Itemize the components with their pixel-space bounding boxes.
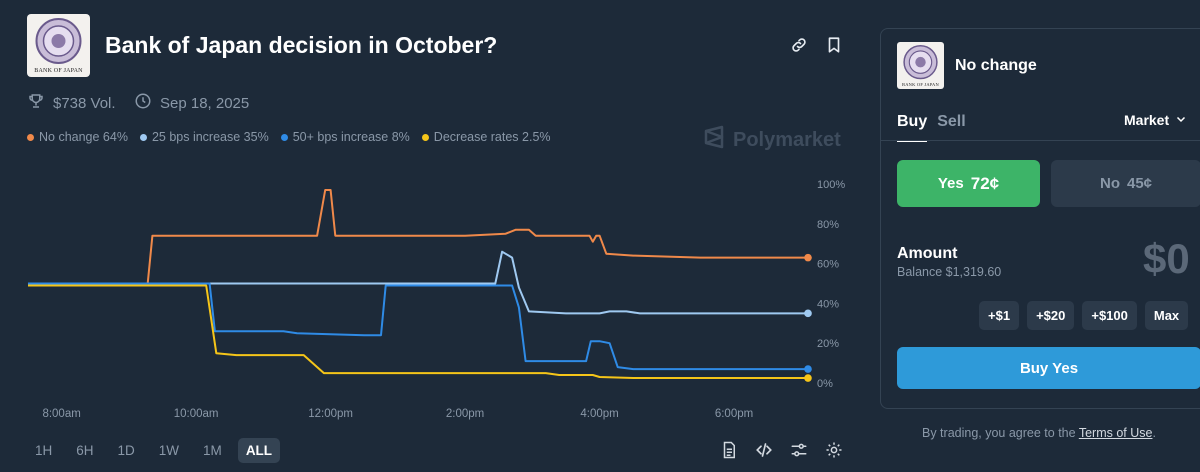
range-1d-button[interactable]: 1D bbox=[117, 443, 135, 458]
x-tick-label: 10:00am bbox=[174, 408, 219, 420]
legend-dot bbox=[421, 133, 429, 141]
chevron-down-icon bbox=[1175, 112, 1187, 128]
terms-notice: By trading, you agree to the Terms of Us… bbox=[922, 426, 1156, 440]
watermark-text: Polymarket bbox=[733, 128, 841, 151]
x-tick-label: 4:00pm bbox=[580, 408, 618, 420]
terms-suffix: . bbox=[1152, 426, 1156, 440]
max-button[interactable]: Max bbox=[1144, 301, 1189, 330]
series-line-50-bps-increase bbox=[28, 282, 808, 371]
market-logo: BANK OF JAPAN bbox=[27, 14, 90, 77]
legend-dot bbox=[280, 133, 288, 141]
bookmark-icon[interactable] bbox=[825, 36, 843, 54]
add-100-button[interactable]: +$100 bbox=[1082, 301, 1137, 330]
date-text: Sep 18, 2025 bbox=[160, 94, 250, 112]
legend-item-no-change: No change 64% bbox=[27, 130, 128, 144]
y-tick-label: 0% bbox=[817, 378, 833, 390]
y-tick-label: 40% bbox=[817, 298, 839, 310]
order-type-label: Market bbox=[1124, 112, 1170, 128]
legend-item-decrease: Decrease rates 2.5% bbox=[421, 130, 551, 144]
panel-divider bbox=[881, 140, 1200, 141]
y-tick-label: 80% bbox=[817, 219, 839, 231]
quick-amount-buttons: +$1 +$20 +$100 Max bbox=[979, 301, 1189, 330]
add-20-button[interactable]: +$20 bbox=[1027, 301, 1075, 330]
legend-item-50bps: 50+ bps increase 8% bbox=[280, 130, 410, 144]
volume-meta: $738 Vol. bbox=[27, 92, 116, 114]
no-outcome-button[interactable]: No 45¢ bbox=[1051, 160, 1200, 207]
series-end-point-1 bbox=[804, 309, 812, 318]
amount-input[interactable]: $0 bbox=[1143, 235, 1190, 282]
price-chart[interactable]: 100% 80% 60% 40% 20% 0% 8:00am 10:00am 12:00pm 2:… bbox=[0, 160, 860, 428]
y-tick-label: 60% bbox=[817, 259, 839, 271]
legend-label: No change 64% bbox=[39, 130, 128, 144]
no-label: No bbox=[1099, 175, 1120, 192]
time-range-selector: 1H 6H 1D 1W 1M ALL bbox=[27, 438, 281, 463]
link-icon[interactable] bbox=[790, 36, 808, 54]
add-1-button[interactable]: +$1 bbox=[979, 301, 1020, 330]
tab-buy[interactable]: Buy bbox=[897, 113, 928, 142]
outcome-name: No change bbox=[955, 57, 1037, 74]
trade-tabs: Buy Sell bbox=[897, 113, 966, 142]
polymarket-logo-icon bbox=[703, 125, 725, 155]
legend-label: 25 bps increase 35% bbox=[151, 130, 269, 144]
date-meta: Sep 18, 2025 bbox=[134, 92, 249, 114]
legend-label: 50+ bps increase 8% bbox=[292, 130, 410, 144]
trade-panel: BANK OF JAPAN No change Buy Sell Market … bbox=[880, 28, 1200, 409]
series-line-no-change bbox=[28, 189, 808, 285]
buy-yes-button[interactable]: Buy Yes bbox=[897, 347, 1200, 389]
logo-caption: BANK OF JAPAN bbox=[34, 68, 83, 74]
order-type-dropdown[interactable]: Market bbox=[1124, 112, 1187, 128]
range-all-button[interactable]: ALL bbox=[237, 438, 281, 463]
range-1h-button[interactable]: 1H bbox=[35, 443, 53, 458]
x-tick-label: 8:00am bbox=[42, 408, 80, 420]
yes-price: 72¢ bbox=[970, 173, 1000, 193]
settings-gear-icon[interactable] bbox=[825, 441, 843, 459]
legend-dot bbox=[139, 133, 147, 141]
document-icon[interactable] bbox=[720, 441, 738, 459]
y-tick-label: 100% bbox=[817, 179, 845, 191]
terms-prefix: By trading, you agree to the bbox=[922, 426, 1076, 440]
series-end-point-3 bbox=[804, 374, 812, 382]
range-1m-button[interactable]: 1M bbox=[203, 443, 222, 458]
series-end-point-0 bbox=[804, 253, 812, 262]
legend-item-25bps: 25 bps increase 35% bbox=[139, 130, 269, 144]
embed-code-icon[interactable] bbox=[755, 441, 773, 459]
market-title: Bank of Japan decision in October? bbox=[105, 32, 498, 58]
volume-text: $738 Vol. bbox=[53, 94, 116, 112]
balance-text: Balance $1,319.60 bbox=[897, 265, 1002, 279]
clock-icon bbox=[134, 92, 152, 114]
range-1w-button[interactable]: 1W bbox=[158, 443, 180, 458]
legend-label: Decrease rates 2.5% bbox=[433, 130, 551, 144]
terms-of-use-link[interactable]: Terms of Use bbox=[1078, 426, 1153, 440]
outcome-logo: BANK OF JAPAN bbox=[897, 42, 944, 89]
series-line-decrease-rates bbox=[28, 284, 808, 379]
x-tick-label: 6:00pm bbox=[715, 408, 753, 420]
logo-caption: BANK OF JAPAN bbox=[902, 82, 939, 87]
range-6h-button[interactable]: 6H bbox=[76, 443, 94, 458]
trophy-icon bbox=[27, 92, 45, 114]
sliders-icon[interactable] bbox=[790, 441, 808, 459]
x-tick-label: 2:00pm bbox=[446, 408, 484, 420]
series-line-25-bps-increase bbox=[28, 250, 808, 315]
y-tick-label: 20% bbox=[817, 338, 839, 350]
series-end-point-2 bbox=[804, 365, 812, 373]
no-price: 45¢ bbox=[1126, 175, 1153, 192]
amount-label: Amount bbox=[897, 245, 958, 262]
yes-outcome-button[interactable]: Yes 72¢ bbox=[897, 160, 1040, 207]
chart-legend: No change 64% 25 bps increase 35% 50+ bp… bbox=[27, 130, 551, 144]
tab-sell[interactable]: Sell bbox=[937, 113, 966, 130]
yes-label: Yes bbox=[937, 175, 964, 192]
x-tick-label: 12:00pm bbox=[308, 408, 353, 420]
polymarket-watermark: Polymarket bbox=[703, 125, 841, 155]
legend-dot bbox=[27, 133, 34, 141]
